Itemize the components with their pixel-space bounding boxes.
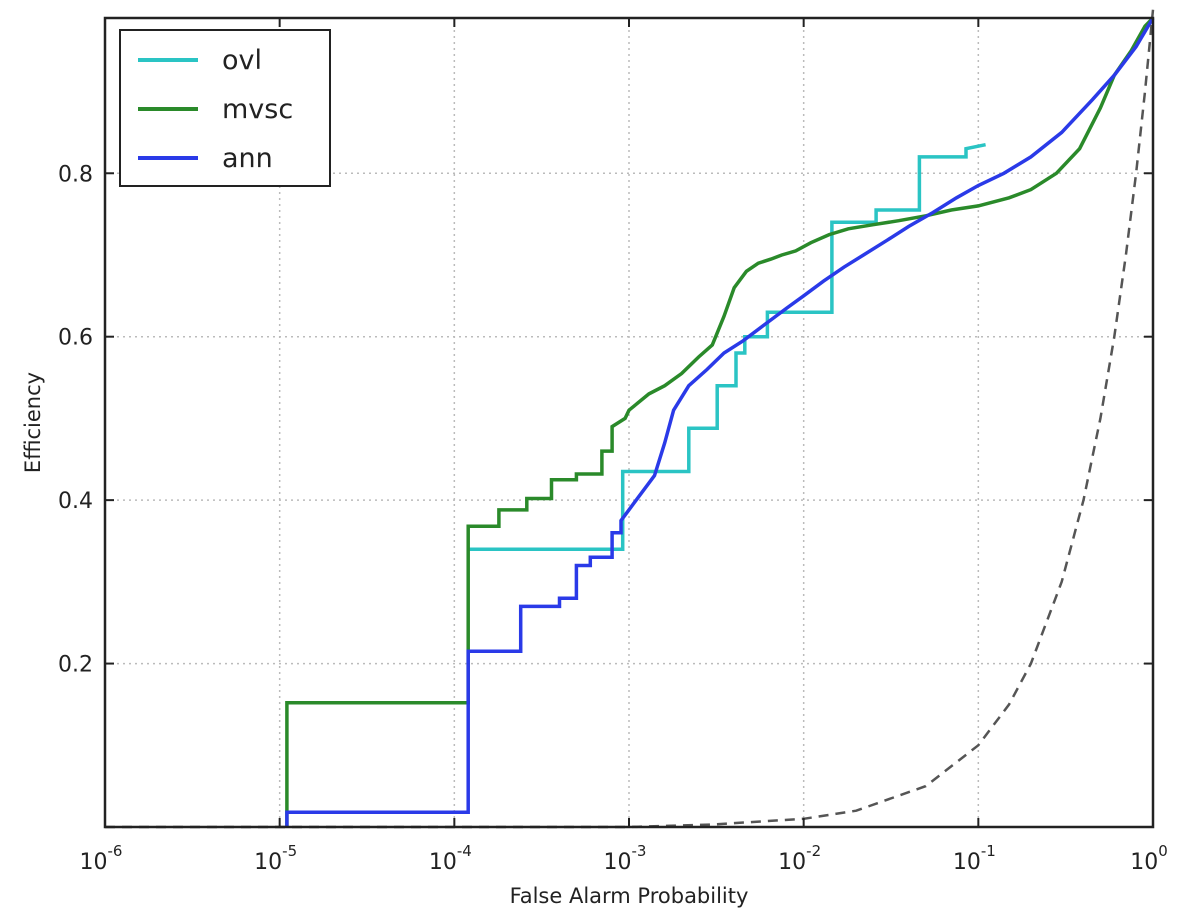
y-tick-label: 0.8 [58,162,93,187]
x-tick-label: 10-2 [778,842,821,875]
series-line-reference [105,9,1155,829]
x-tick-label: 10-5 [254,842,297,875]
series-line-mvsc [285,16,1155,827]
legend: ovl mvsc ann [119,29,331,187]
x-tick-label: 10-4 [429,842,472,875]
series-line-ann [285,17,1155,827]
x-tick-label: 100 [1130,842,1168,875]
axis-ticks [104,18,1154,827]
tick-labels: 10-6 10-5 10-4 10-3 10-2 10-1 100 0.2 0.4 0.6 0.8 [58,162,1168,875]
x-tick-label: 10-3 [604,842,647,875]
series-line-ovl [468,142,986,551]
series-layer [105,9,1155,829]
legend-label-ann: ann [222,143,273,174]
x-axis-label: False Alarm Probability [510,884,749,908]
legend-label-mvsc: mvsc [222,94,293,125]
y-tick-label: 0.6 [58,326,93,351]
legend-label-ovl: ovl [222,45,262,76]
x-tick-label: 10-6 [80,842,123,875]
y-tick-label: 0.2 [58,653,93,678]
x-tick-label: 10-1 [953,842,996,875]
y-axis-label: Efficiency [21,372,45,473]
y-tick-label: 0.4 [58,489,93,514]
